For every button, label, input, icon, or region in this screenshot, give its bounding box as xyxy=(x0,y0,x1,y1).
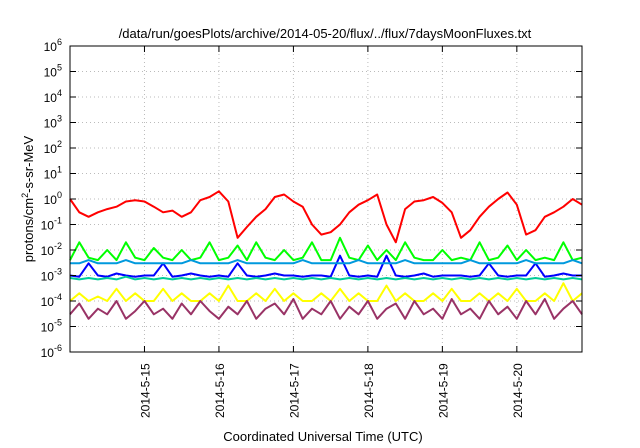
y-tick-label: 103 xyxy=(44,114,62,131)
y-tick-label: 106 xyxy=(44,37,62,54)
y-tick-label-exponent: 1 xyxy=(57,165,62,175)
y-tick-label-exponent: 0 xyxy=(57,190,62,200)
y-tick-label-base: 10 xyxy=(44,168,58,182)
x-tick-label: 2014-5-17 xyxy=(287,363,301,418)
y-tick-label: 10-5 xyxy=(41,318,62,335)
y-tick-label: 10-4 xyxy=(41,292,62,309)
y-tick-label-exponent: -5 xyxy=(54,318,62,328)
y-tick-label: 10-3 xyxy=(41,267,62,284)
y-tick-label-base: 10 xyxy=(41,321,55,335)
y-tick-label-base: 10 xyxy=(44,91,58,105)
y-tick-label-exponent: 5 xyxy=(57,63,62,73)
y-tick-label: 104 xyxy=(44,88,62,105)
y-tick-label: 101 xyxy=(44,165,62,182)
y-tick-label-exponent: 2 xyxy=(57,139,62,149)
series-line xyxy=(70,259,583,265)
series-line xyxy=(69,190,583,244)
y-tick-label-exponent: -1 xyxy=(54,216,62,226)
series-line xyxy=(69,282,583,302)
y-tick-label-base: 10 xyxy=(44,117,58,131)
x-tick-label: 2014-5-18 xyxy=(362,363,376,418)
y-tick-label-base: 10 xyxy=(44,40,58,54)
y-tick-label: 105 xyxy=(44,63,62,80)
x-tick-label: 2014-5-15 xyxy=(138,363,152,418)
series-line xyxy=(69,298,583,320)
series-line xyxy=(69,275,583,281)
y-tick-label: 10-6 xyxy=(41,343,62,360)
y-tick-labels: 10-610-510-410-310-210-11001011021031041… xyxy=(41,37,582,360)
x-tick-labels: 2014-5-15 2014-5-16 2014-5-17 2014-5-18 2014… xyxy=(138,46,525,418)
x-tick-label: 2014-5-16 xyxy=(213,363,227,418)
chart-title: /data/run/goesPlots/archive/2014-05-20/f… xyxy=(119,26,532,41)
y-tick-label: 10-2 xyxy=(41,241,62,258)
y-tick-label-exponent: 6 xyxy=(57,37,62,47)
y-axis-label: protons/cm2-s-sr-MeV xyxy=(20,135,36,262)
y-tick-label-base: 10 xyxy=(44,193,58,207)
y-tick-label-exponent: -3 xyxy=(54,267,62,277)
y-tick-label-exponent: 3 xyxy=(57,114,62,124)
series-lines xyxy=(69,190,583,320)
series-line xyxy=(69,236,583,262)
y-tick-label-base: 10 xyxy=(41,244,55,258)
y-tick-label-base: 10 xyxy=(44,142,58,156)
y-tick-label-base: 10 xyxy=(41,270,55,284)
y-tick-label-exponent: -4 xyxy=(54,292,62,302)
y-axis-label-base: protons/cm xyxy=(21,198,36,262)
y-tick-label-base: 10 xyxy=(41,346,55,360)
y-tick-label-exponent: -2 xyxy=(54,241,62,251)
x-tick-label: 2014-5-19 xyxy=(436,363,450,418)
y-tick-label-exponent: 4 xyxy=(57,88,62,98)
y-axis-label-rest: -s-sr-MeV xyxy=(21,135,36,192)
y-tick-label: 102 xyxy=(44,139,62,156)
x-tick-label: 2014-5-20 xyxy=(511,363,525,418)
y-tick-label: 100 xyxy=(44,190,62,207)
y-tick-label: 10-1 xyxy=(41,216,62,233)
series-line xyxy=(69,254,582,278)
y-tick-label-exponent: -6 xyxy=(54,343,62,353)
y-tick-label-base: 10 xyxy=(41,295,55,309)
y-axis-label-sup: 2 xyxy=(20,193,30,198)
y-tick-label-base: 10 xyxy=(41,219,55,233)
x-axis-label: Coordinated Universal Time (UTC) xyxy=(223,429,422,444)
y-tick-label-base: 10 xyxy=(44,66,58,80)
